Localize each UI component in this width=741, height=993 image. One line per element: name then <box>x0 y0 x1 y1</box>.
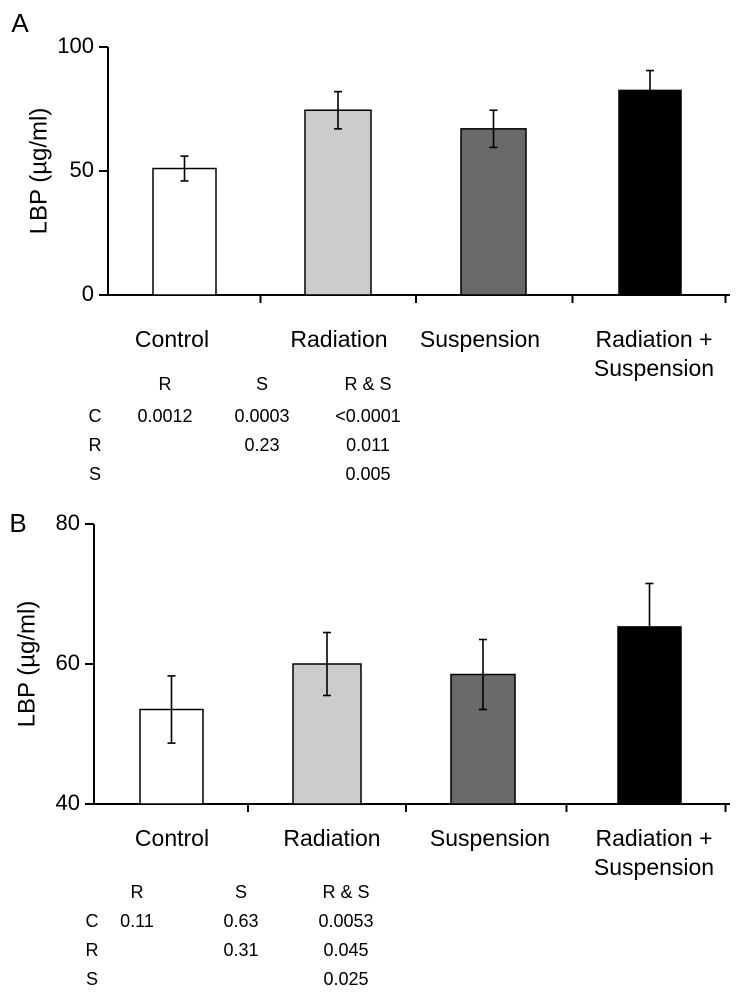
y-tick-label: 60 <box>56 650 80 675</box>
category-label-line: Control <box>135 825 209 851</box>
category-label-line: Suspension <box>594 355 714 381</box>
category-label-line: Control <box>135 326 209 352</box>
category-label-1: Control <box>135 825 209 851</box>
category-label-4: Radiation + Suspension <box>594 326 714 381</box>
table-row-label: R <box>86 940 99 960</box>
y-tick-label: 80 <box>56 510 80 535</box>
bar-2 <box>304 109 372 296</box>
category-label-3: Suspension <box>430 825 550 851</box>
table-cell: 0.011 <box>346 435 390 455</box>
category-label-line: Suspension <box>420 326 540 352</box>
table-row-label: S <box>89 464 101 484</box>
table-column-header: R <box>131 882 144 902</box>
bar-3 <box>460 128 527 296</box>
table-column-header: R & S <box>322 882 369 902</box>
table-cell: 0.63 <box>223 911 258 931</box>
table-row-label: S <box>86 969 98 989</box>
y-axis-label: LBP (µg/ml) <box>25 108 52 235</box>
table-row-label: R <box>89 435 102 455</box>
y-tick-label: 40 <box>56 790 80 815</box>
table-cell: 0.11 <box>120 911 154 931</box>
y-tick-label: 0 <box>82 281 94 306</box>
category-label-line: Radiation <box>283 825 380 851</box>
table-column-header: R <box>159 374 172 394</box>
table-cell: 0.045 <box>323 940 368 960</box>
table-cell: 0.23 <box>244 435 279 455</box>
table-cell: 0.0053 <box>318 911 373 931</box>
table-row-label: C <box>89 406 102 426</box>
table-cell: <0.0001 <box>335 406 401 426</box>
category-label-4: Radiation + Suspension <box>594 825 714 880</box>
bar-4 <box>618 89 682 296</box>
category-label-line: Suspension <box>594 854 714 880</box>
table-cell: 0.025 <box>323 969 368 989</box>
bar-1 <box>152 167 217 296</box>
category-label-3: Suspension <box>420 326 540 352</box>
y-axis-label: LBP (µg/ml) <box>13 601 40 728</box>
table-cell: 0.005 <box>345 464 390 484</box>
table-column-header: S <box>235 882 247 902</box>
table-column-header: R & S <box>344 374 391 394</box>
category-label-2: Radiation <box>290 326 387 352</box>
table-cell: 0.0012 <box>137 406 192 426</box>
panel-a: A LBP (µg/ml) 0 50 100 Control Radiation Suspen… <box>11 8 730 484</box>
panel-label: A <box>11 8 29 38</box>
category-label-line: Radiation + <box>596 825 713 851</box>
panel-label: B <box>9 508 26 538</box>
table-column-header: S <box>256 374 268 394</box>
table-row-label: C <box>86 911 99 931</box>
category-label-2: Radiation <box>283 825 380 851</box>
category-label-line: Radiation + <box>596 326 713 352</box>
category-label-1: Control <box>135 326 209 352</box>
category-label-line: Radiation <box>290 326 387 352</box>
panel-b: B LBP (µg/ml) 40 60 80 Control Radiation Suspen… <box>9 508 730 989</box>
table-cell: 0.0003 <box>234 406 289 426</box>
table-cell: 0.31 <box>223 940 258 960</box>
category-label-line: Suspension <box>430 825 550 851</box>
y-tick-label: 50 <box>70 157 94 182</box>
y-tick-label: 100 <box>57 33 94 58</box>
